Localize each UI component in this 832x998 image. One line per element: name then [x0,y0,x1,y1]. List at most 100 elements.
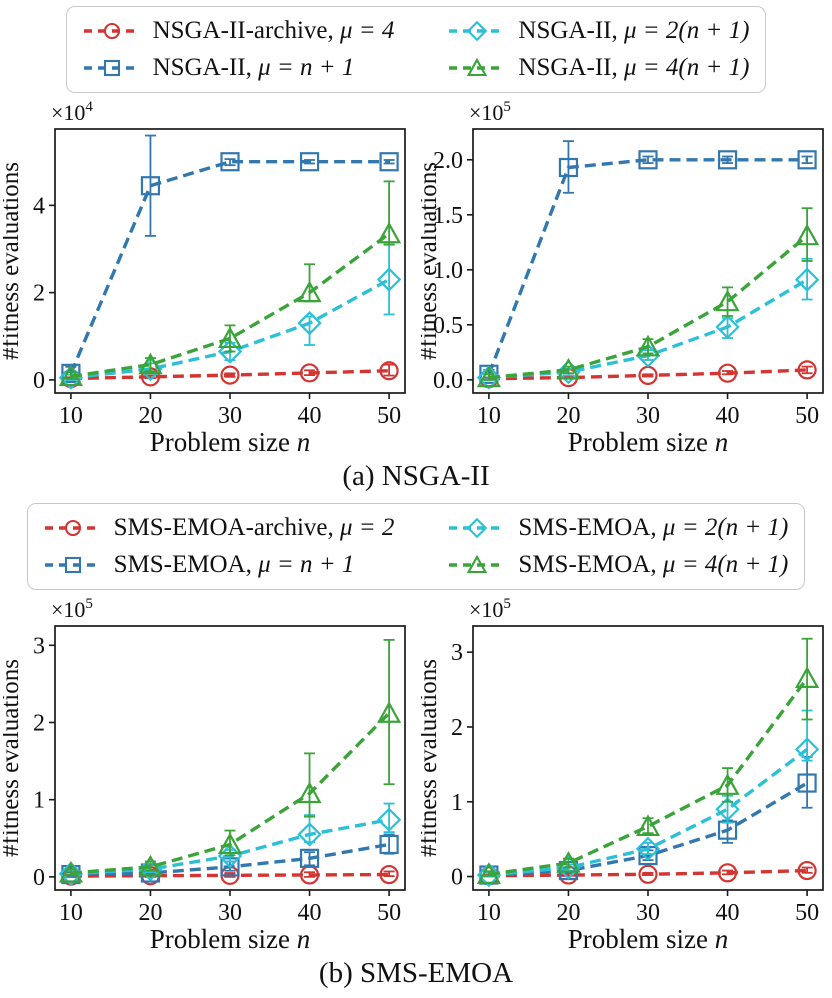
triangle-marker [217,326,243,349]
series-line [488,868,808,878]
legend-label: NSGA-II, μ = 2(n + 1) [518,17,750,44]
legend-nsga2: NSGA-II-archive, μ = 4 NSGA-II, μ = n + 1… [65,6,767,93]
circle-marker [64,519,81,537]
triangle-marker [297,280,322,303]
y-tick-label: 0 [451,865,463,891]
triangle-marker [138,352,163,375]
x-tick-label: 30 [636,900,660,926]
diamond-marker [297,822,322,847]
charts-row-smsemoa: #fitness evaluations ×105 10 20 30 40 50 0 1 2 3 Pr… [0,596,832,957]
x-axis-label: Problem size n [568,924,728,952]
circle-marker [797,860,817,881]
legend-item: SMS-EMOA, μ = 4(n + 1) [448,551,788,579]
y-tick-label: 0 [33,865,45,891]
series-triangle [476,207,820,388]
triangle-marker [297,781,322,804]
y-tick-label: 3 [33,633,45,659]
x-tick-label: 30 [218,900,242,926]
y-tick-label: 3 [451,640,463,666]
diamond-marker [635,836,661,862]
panel-nsga2: NSGA-II-archive, μ = 4 NSGA-II, μ = n + 1… [0,4,832,501]
circle-marker [717,363,738,383]
y-tick-label: 0.0 [433,368,463,394]
circle-marker [379,864,399,885]
x-tick-label: 10 [477,403,501,429]
legend-label: NSGA-II, μ = 4(n + 1) [518,54,750,81]
legend-label: SMS-EMOA, μ = 2(n + 1) [518,514,789,541]
legend-smsemoa: SMS-EMOA-archive, μ = 2 SMS-EMOA, μ = n +… [26,503,806,590]
square-marker [638,150,658,170]
legend-item: NSGA-II, μ = n + 1 [83,54,395,82]
triangle-legend-sample [449,554,506,574]
x-tick-label: 10 [59,900,83,926]
caption-nsga2: (a) NSGA-II [342,460,490,492]
y-axis-label: #fitness evaluations [3,162,24,360]
square-legend-sample [44,556,101,574]
chart-canvas-a-left: #fitness evaluations ×104 10 20 30 40 50 0 2 4 Pro… [0,99,406,457]
series-line [488,234,809,380]
x-tick-label: 10 [59,403,83,429]
axis-offset-text: ×104 [51,99,93,125]
triangle-marker [556,851,581,873]
plot-frame [472,128,824,394]
triangle-marker [217,832,243,855]
circle-marker [638,864,658,884]
plot-frame [54,625,406,891]
legend-label: SMS-EMOA, μ = n + 1 [113,551,355,578]
triangle-marker [795,666,820,688]
plot-frame [472,625,824,891]
series-line [488,278,808,380]
chart-smsemoa-left: #fitness evaluations ×105 10 20 30 40 50 0 1 2 3 Pr… [0,596,411,957]
triangle-marker [467,554,488,574]
x-tick-label: 10 [477,900,501,926]
x-axis-label: Problem size n [568,427,728,455]
series-line [488,677,809,876]
circle-marker [299,363,320,383]
square-marker [797,150,817,170]
y-tick-label: 2.0 [433,148,463,174]
x-axis-label: Problem size n [150,924,310,952]
x-axis-label: Problem size n [150,427,310,455]
x-tick-label: 20 [556,900,580,926]
diamond-marker [376,267,402,292]
x-tick-label: 30 [218,403,242,429]
triangle-marker [795,223,820,246]
diamond-marker [297,311,322,336]
y-tick-label: 2 [33,281,45,307]
diamond-marker [476,862,502,888]
legend-label: SMS-EMOA, μ = 4(n + 1) [518,551,789,578]
diamond-legend-sample [449,517,506,539]
square-marker [220,152,240,172]
axis-offset-text: ×105 [51,596,93,622]
triangle-legend-sample [449,57,506,77]
triangle-marker [476,365,501,388]
square-marker [379,834,399,855]
x-tick-label: 20 [138,900,162,926]
y-tick-label: 1 [451,790,463,816]
y-tick-label: 0 [33,368,45,394]
legend-item: SMS-EMOA, μ = n + 1 [44,551,395,579]
diamond-marker [467,20,488,42]
caption-smsemoa: (b) SMS-EMOA [318,957,514,989]
chart-canvas-b-right: #fitness evaluations ×105 10 20 30 40 50 0 1 2 3 Pr… [415,596,824,954]
x-tick-label: 40 [716,403,740,429]
diamond-marker [715,314,740,340]
series-diamond [476,257,820,390]
x-tick-label: 20 [556,403,580,429]
circle-legend-sample [83,22,140,40]
legend-label: NSGA-II-archive, μ = 4 [152,17,395,44]
chart-nsga2-right: #fitness evaluations ×105 10 20 30 40 50 0.0 0.5… [415,99,829,460]
legend-item: SMS-EMOA-archive, μ = 2 [44,514,394,542]
series-line [70,712,391,875]
y-axis-label: #fitness evaluations [3,659,24,857]
charts-row-nsga2: #fitness evaluations ×104 10 20 30 40 50 0 2 4 Pro… [0,99,832,460]
circle-marker [717,863,738,883]
diamond-marker [715,797,740,822]
triangle-marker [715,773,740,795]
series-diamond [476,709,820,888]
diamond-marker [467,517,488,539]
y-tick-label: 4 [33,193,45,219]
triangle-marker [138,854,163,877]
circle-marker [220,365,240,385]
y-tick-label: 2 [451,715,463,741]
